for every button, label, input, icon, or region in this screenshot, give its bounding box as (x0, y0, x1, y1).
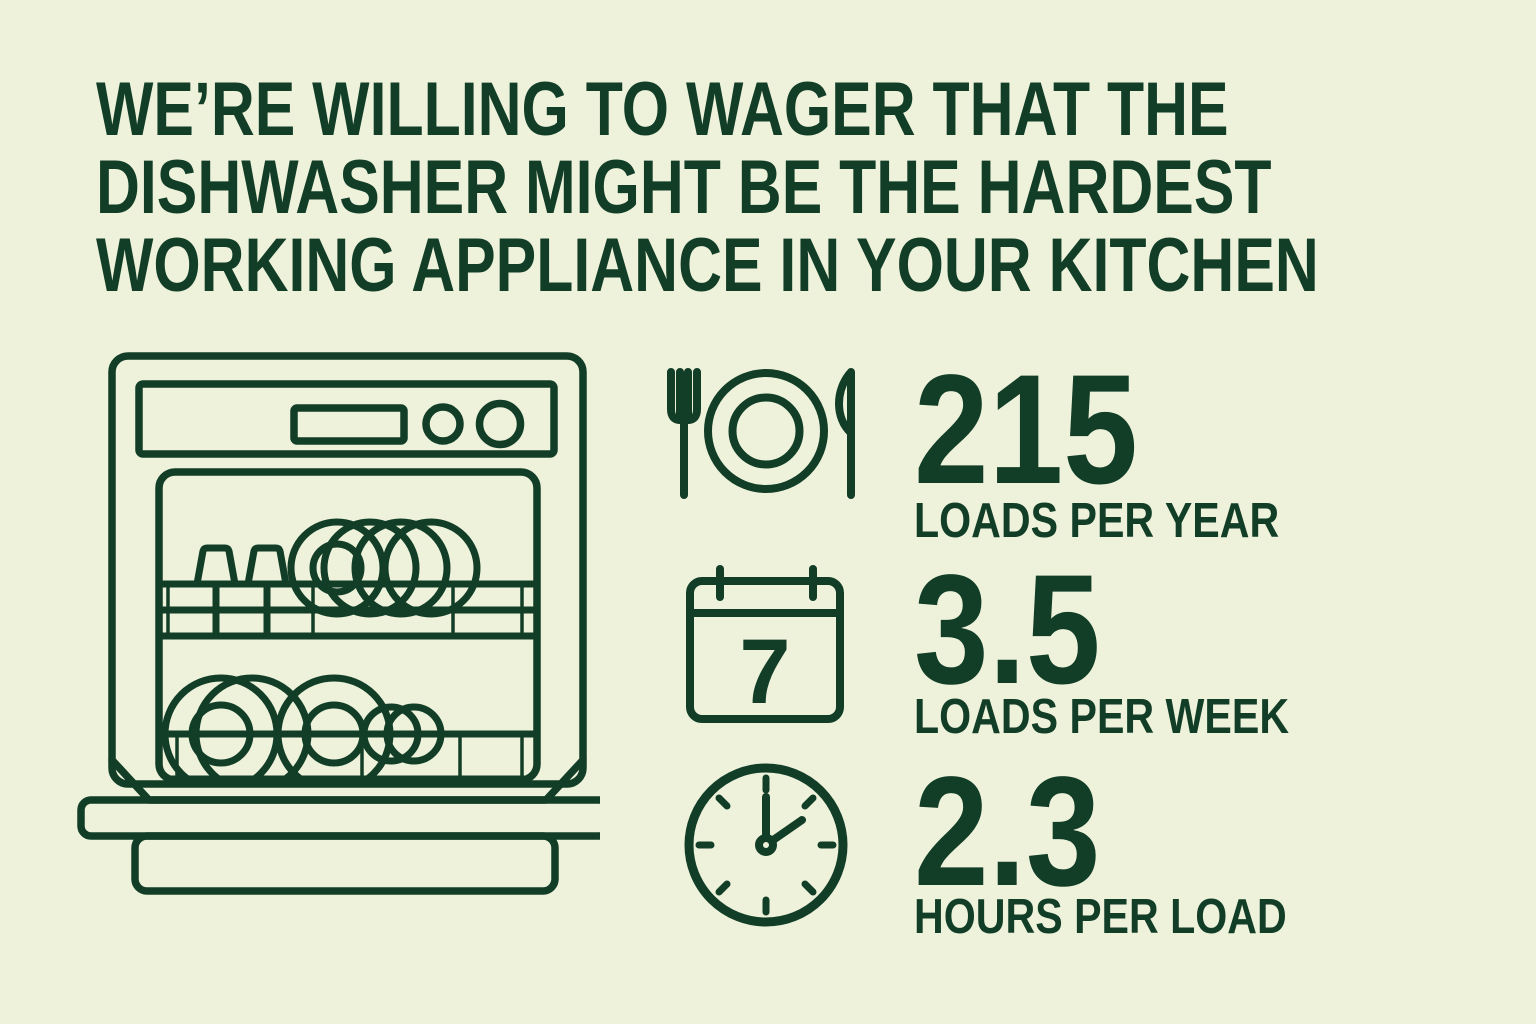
svg-text:7: 7 (739, 621, 790, 723)
